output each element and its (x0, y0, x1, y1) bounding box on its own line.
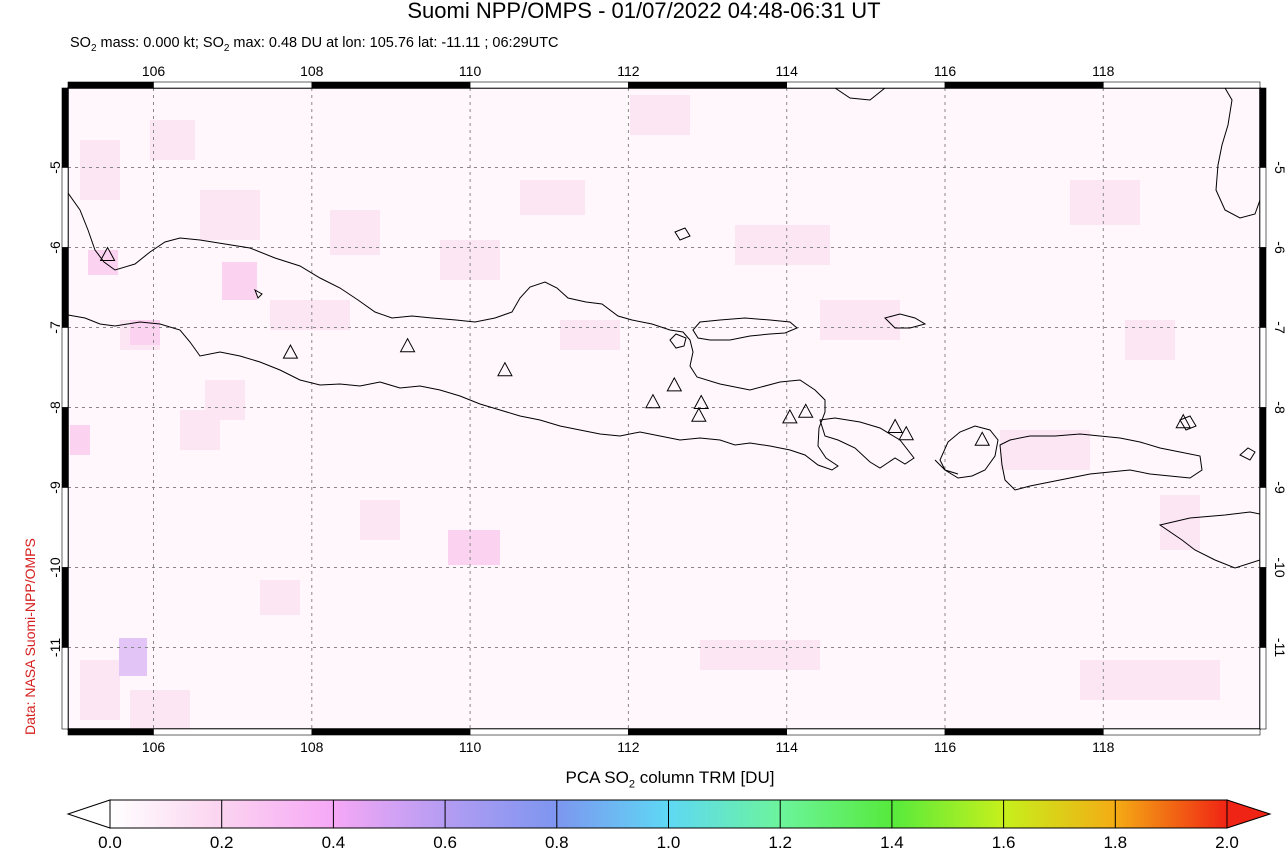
lon-tick-label-top: 118 (1092, 63, 1115, 79)
volcano-triangle-icon (797, 403, 814, 418)
colorbar-label: 1.0 (656, 833, 681, 852)
map-border-ticks (61, 81, 1267, 736)
colorbar-label: 0.4 (321, 833, 346, 852)
lat-tick-label-left: -10 (47, 557, 63, 577)
border-segment (1259, 327, 1267, 408)
border-segment (61, 327, 69, 408)
coastlines (68, 88, 1260, 569)
so2-max-pixel (119, 638, 147, 676)
border-segment (628, 81, 788, 89)
border-segment (1103, 728, 1261, 736)
lat-tick-label-left: -5 (47, 161, 63, 174)
border-segment (61, 487, 69, 568)
border-segment (61, 407, 69, 488)
colorbar-max-arrow (1226, 799, 1272, 829)
border-segment (944, 81, 1104, 89)
lat-tick-label-right: -5 (1272, 161, 1288, 174)
border-segment (61, 247, 69, 328)
lat-tick-label-right: -7 (1272, 321, 1288, 334)
border-segment (153, 728, 313, 736)
lon-tick-label-top: 116 (934, 63, 957, 79)
volcano-triangle-icon (666, 376, 683, 392)
lon-tick-label-top: 112 (617, 63, 640, 79)
border-segment (1259, 167, 1267, 248)
border-segment (1259, 87, 1267, 168)
colorbar-min-arrow (66, 799, 111, 829)
volcano-triangle-icon (887, 418, 903, 433)
colorbar-label: 1.6 (991, 833, 1016, 852)
border-segment (61, 167, 69, 248)
lon-tick-label-bottom: 118 (1092, 739, 1115, 755)
border-segment (1259, 567, 1267, 648)
lat-tick-label-right: -11 (1272, 638, 1288, 657)
colorbar-label: 1.4 (880, 833, 904, 852)
border-segment (944, 728, 1104, 736)
colorbar-label: 2.0 (1215, 833, 1239, 852)
lat-tick-label-left: -7 (47, 321, 63, 334)
volcano-triangle-icon (497, 361, 513, 377)
colorbar-title: PCA SO2 column TRM [DU] (565, 768, 775, 791)
volcano-triangle-icon (691, 407, 707, 422)
border-segment (311, 728, 471, 736)
border-segment (61, 567, 69, 648)
colorbar-label: 0.8 (544, 833, 569, 852)
border-segment (61, 647, 69, 730)
lat-tick-label-right: -10 (1272, 557, 1288, 577)
lon-tick-label-bottom: 108 (300, 739, 324, 755)
volcano-triangle-icon (645, 393, 661, 409)
lat-tick-label-right: -6 (1272, 241, 1288, 254)
lon-tick-label-bottom: 114 (776, 739, 799, 755)
border-segment (469, 728, 629, 736)
border-segment (1259, 247, 1267, 328)
border-segment (311, 81, 471, 89)
volcano-triangle-icon (898, 425, 915, 441)
lon-tick-label-top: 110 (459, 63, 482, 79)
lat-tick-label-left: -8 (47, 401, 63, 414)
border-segment (67, 728, 154, 736)
volcano-triangle-icon (99, 246, 116, 261)
volcano-triangle-icon (282, 344, 299, 359)
border-segment (1259, 647, 1267, 730)
lon-tick-label-bottom: 110 (459, 739, 482, 755)
colorbar-label: 0.6 (433, 833, 457, 852)
lat-tick-label-left: -9 (47, 481, 63, 494)
colorbar-label: 1.8 (1103, 833, 1128, 852)
chart-title: Suomi NPP/OMPS - 01/07/2022 04:48-06:31 … (407, 0, 881, 23)
lon-tick-label-bottom: 106 (142, 739, 166, 755)
border-segment (153, 81, 313, 89)
lon-tick-label-top: 106 (142, 63, 166, 79)
border-segment (786, 81, 946, 89)
border-segment (1259, 407, 1267, 488)
colorbar (66, 799, 1272, 829)
lon-tick-label-top: 108 (300, 63, 324, 79)
border-segment (1259, 487, 1267, 568)
lon-tick-label-bottom: 116 (934, 739, 957, 755)
colorbar-label: 1.2 (768, 833, 793, 852)
lat-tick-label-right: -9 (1272, 481, 1288, 494)
volcano-triangle-icon (1175, 413, 1192, 429)
border-segment (1103, 81, 1261, 89)
border-segment (469, 81, 629, 89)
axis-tick-labels: 106 106 108 108 110 110 112 112 114 114 116 116 118 1… (47, 63, 1288, 755)
subtitle: SO2 mass: 0.000 kt; SO2 max: 0.48 DU at … (70, 35, 559, 54)
lat-tick-label-right: -8 (1272, 401, 1288, 414)
volcano-triangle-icon (974, 431, 991, 446)
volcano-triangle-icon (782, 408, 798, 424)
border-segment (61, 87, 69, 168)
volcano-markers (99, 246, 1192, 446)
lon-tick-label-bottom: 112 (617, 739, 640, 755)
so2-field (68, 88, 1260, 729)
border-segment (786, 728, 946, 736)
border-segment (628, 728, 788, 736)
lat-tick-label-left: -11 (47, 638, 63, 657)
volcano-triangle-icon (693, 394, 710, 409)
lat-tick-label-left: -6 (47, 241, 63, 254)
colorbar-label: 0.0 (98, 833, 122, 852)
colorbar-label: 0.2 (209, 833, 234, 852)
lon-tick-label-top: 114 (776, 63, 799, 79)
border-segment (67, 81, 154, 89)
volcano-triangle-icon (399, 337, 416, 353)
